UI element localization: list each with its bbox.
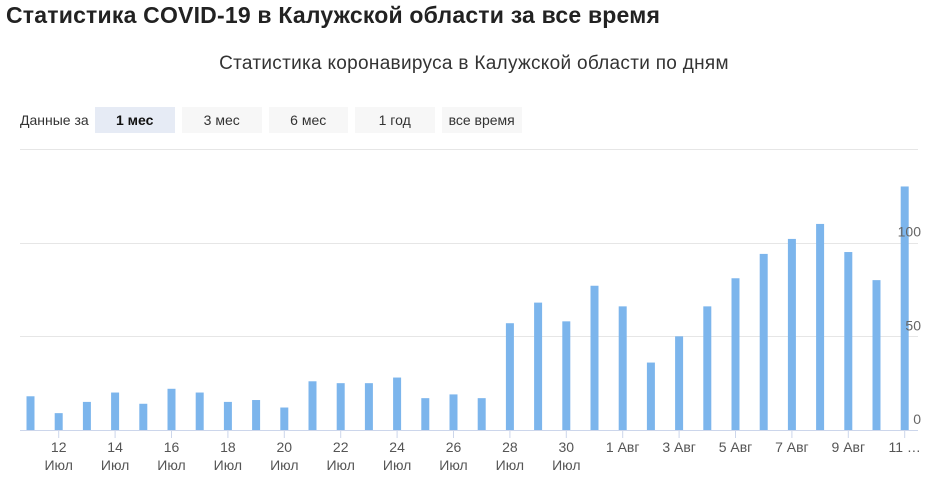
bar [562, 321, 571, 430]
x-tick-label-month: Июл [383, 457, 411, 473]
bar [590, 285, 599, 430]
y-tick-label: 100 [898, 224, 922, 240]
bar [759, 253, 768, 430]
bar [280, 407, 289, 430]
range-button-3-months[interactable]: 3 мес [181, 107, 262, 133]
range-button-6-months[interactable]: 6 мес [268, 107, 348, 133]
x-tick-label-month: Июл [101, 457, 129, 473]
x-tick-label: 24 [389, 439, 405, 455]
bar [534, 302, 543, 430]
bar [139, 403, 148, 430]
y-tick-label: 50 [905, 317, 921, 333]
bar [252, 400, 261, 430]
covid-daily-bar-chart: 0 50 100 12 Июл 14 Июл 16 Июл 18 Июл 20 Июл 22 Июл 24 Ию… [20, 149, 922, 473]
bar [787, 238, 796, 430]
range-button-1-year[interactable]: 1 год [354, 107, 435, 133]
bar [900, 186, 909, 430]
bar [167, 388, 176, 430]
x-tick-label: 11 … [888, 439, 920, 455]
x-tick-label-month: Июл [496, 457, 524, 473]
x-tick-label: 28 [502, 439, 518, 455]
bar [646, 362, 655, 430]
x-tick-label: 20 [277, 439, 293, 455]
x-tick-label: 30 [559, 439, 575, 455]
x-tick-label: 14 [107, 439, 123, 455]
bar [731, 278, 740, 430]
bar [449, 394, 458, 430]
bar [393, 377, 402, 430]
x-tick-label: 9 Авг [832, 439, 866, 455]
y-tick-label: 0 [913, 411, 921, 427]
x-tick-label-month: Июл [44, 457, 72, 473]
bar [421, 398, 430, 430]
bar [675, 336, 684, 430]
range-selector: Данные за 1 мес 3 мес 6 мес 1 год все вр… [20, 107, 529, 133]
x-tick-label: 26 [446, 439, 462, 455]
bar [336, 383, 345, 430]
bar [844, 252, 853, 430]
bar [82, 401, 91, 430]
bar [816, 223, 825, 430]
x-tick-label: 22 [333, 439, 349, 455]
bar [223, 401, 232, 430]
x-tick-label: 7 Авг [775, 439, 809, 455]
range-button-1-month[interactable]: 1 мес [94, 107, 175, 133]
x-tick-label: 16 [164, 439, 180, 455]
bar [505, 323, 514, 430]
x-tick-label-month: Июл [214, 457, 242, 473]
x-tick-label-month: Июл [552, 457, 580, 473]
bar [26, 396, 35, 430]
bar [54, 413, 63, 430]
range-label: Данные за [20, 112, 89, 128]
x-tick-label: 12 [51, 439, 67, 455]
bar [308, 381, 317, 430]
x-tick-label-month: Июл [270, 457, 298, 473]
chart-title: Статистика коронавируса в Калужской обла… [219, 53, 729, 74]
x-tick-label: 5 Авг [719, 439, 753, 455]
bar [703, 306, 712, 430]
x-tick-label: 3 Авг [662, 439, 696, 455]
bar [111, 392, 120, 430]
bar [364, 383, 373, 430]
x-tick-label-month: Июл [157, 457, 185, 473]
x-tick-label-month: Июл [326, 457, 354, 473]
bar [477, 398, 486, 430]
page-title: Статистика COVID-19 в Калужской области … [6, 2, 661, 28]
x-tick-label-month: Июл [439, 457, 467, 473]
bar [195, 392, 204, 430]
x-tick-label: 18 [220, 439, 236, 455]
bar [618, 306, 627, 430]
x-tick-label: 1 Авг [606, 439, 640, 455]
range-button-all-time[interactable]: все время [441, 107, 522, 133]
bar [872, 280, 881, 430]
